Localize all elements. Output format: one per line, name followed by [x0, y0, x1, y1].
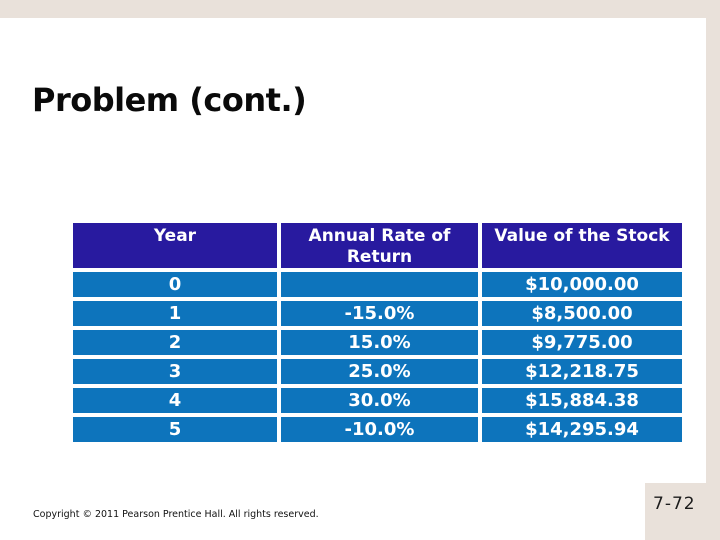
table-cell-value-2: $9,775.00 — [482, 330, 682, 355]
table-header-year: Year — [73, 223, 277, 268]
slide-title: Problem (cont.) — [32, 81, 307, 120]
stock-value-table: Year Annual Rate of Return Value of the … — [73, 223, 682, 442]
table-cell-value-1: $8,500.00 — [482, 301, 682, 326]
table-cell-value-4: $15,884.38 — [482, 388, 682, 413]
page-number: 7-72 — [653, 494, 696, 514]
table-cell-rate-0 — [281, 272, 478, 297]
table-cell-value-0: $10,000.00 — [482, 272, 682, 297]
table-header-rate-of-return: Annual Rate of Return — [281, 223, 478, 268]
table-cell-rate-1: -15.0% — [281, 301, 478, 326]
page-number-panel: 7-72 — [645, 483, 720, 540]
table-cell-rate-3: 25.0% — [281, 359, 478, 384]
right-border-strip — [706, 0, 720, 540]
table-cell-year-4: 4 — [73, 388, 277, 413]
table-cell-year-3: 3 — [73, 359, 277, 384]
table-cell-rate-2: 15.0% — [281, 330, 478, 355]
copyright-text: Copyright © 2011 Pearson Prentice Hall. … — [33, 509, 319, 520]
table-cell-year-0: 0 — [73, 272, 277, 297]
table-cell-rate-4: 30.0% — [281, 388, 478, 413]
table-cell-value-3: $12,218.75 — [482, 359, 682, 384]
table-header-stock-value: Value of the Stock — [482, 223, 682, 268]
table-cell-year-2: 2 — [73, 330, 277, 355]
top-border-band — [0, 0, 720, 18]
table-cell-year-1: 1 — [73, 301, 277, 326]
table-cell-value-5: $14,295.94 — [482, 417, 682, 442]
table-cell-year-5: 5 — [73, 417, 277, 442]
table-cell-rate-5: -10.0% — [281, 417, 478, 442]
